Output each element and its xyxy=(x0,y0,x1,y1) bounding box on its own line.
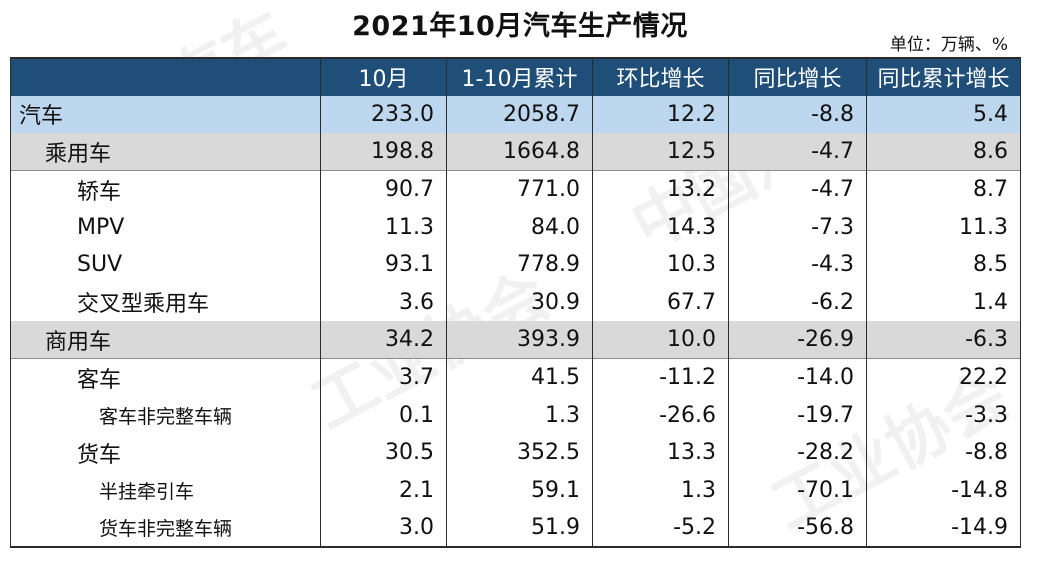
row-label: 交叉型乘用车 xyxy=(10,283,321,322)
cell-yoy: -4.7 xyxy=(728,133,867,171)
cell-mom: 10.3 xyxy=(592,245,729,284)
row-label: 客车非完整车辆 xyxy=(10,396,321,434)
cell-cumulative: 771.0 xyxy=(446,170,593,209)
cell-yoy-cum: 8.7 xyxy=(866,170,1021,209)
cell-month: 0.1 xyxy=(320,396,447,434)
cell-cumulative: 778.9 xyxy=(446,245,593,284)
cell-yoy-cum: -6.3 xyxy=(866,321,1021,359)
row-label: 轿车 xyxy=(10,170,321,209)
cell-yoy: -4.7 xyxy=(728,170,867,209)
cell-yoy: -70.1 xyxy=(728,471,867,510)
cell-yoy-cum: 22.2 xyxy=(866,358,1021,397)
cell-month: 90.7 xyxy=(320,170,447,209)
cell-cumulative: 41.5 xyxy=(446,358,593,397)
cell-cumulative: 59.1 xyxy=(446,471,593,510)
cell-cumulative: 393.9 xyxy=(446,321,593,359)
cell-mom: -11.2 xyxy=(592,358,729,397)
header-corner xyxy=(10,57,321,96)
cell-mom: 1.3 xyxy=(592,471,729,510)
cell-cumulative: 1664.8 xyxy=(446,133,593,171)
cell-yoy: -56.8 xyxy=(728,509,867,548)
cell-yoy-cum: 8.5 xyxy=(866,245,1021,284)
cell-cumulative: 352.5 xyxy=(446,433,593,472)
table-row: 轿车 90.7 771.0 13.2 -4.7 8.7 xyxy=(10,170,1021,209)
cell-month: 3.6 xyxy=(320,283,447,322)
header-mom-growth: 环比增长 xyxy=(592,57,729,96)
cell-yoy-cum: -3.3 xyxy=(866,396,1021,434)
cell-month: 30.5 xyxy=(320,433,447,472)
cell-month: 233.0 xyxy=(320,95,447,134)
table-row: 半挂牵引车 2.1 59.1 1.3 -70.1 -14.8 xyxy=(10,471,1021,510)
row-label: 半挂牵引车 xyxy=(10,471,321,510)
cell-yoy-cum: -14.8 xyxy=(866,471,1021,510)
cell-month: 3.0 xyxy=(320,509,447,548)
header-yoy-growth: 同比增长 xyxy=(728,57,867,96)
row-label: 商用车 xyxy=(10,321,321,359)
cell-yoy-cum: 5.4 xyxy=(866,95,1021,134)
cell-yoy: -4.3 xyxy=(728,245,867,284)
cell-month: 3.7 xyxy=(320,358,447,397)
header-month: 10月 xyxy=(320,57,447,96)
cell-mom: -26.6 xyxy=(592,396,729,434)
cell-mom: 13.3 xyxy=(592,433,729,472)
unit-label: 单位：万辆、% xyxy=(889,35,1008,55)
row-label: MPV xyxy=(10,208,321,246)
cell-month: 198.8 xyxy=(320,133,447,171)
header-cumulative: 1-10月累计 xyxy=(446,57,593,96)
table-row: 货车 30.5 352.5 13.3 -28.2 -8.8 xyxy=(10,433,1021,472)
cell-mom: 12.5 xyxy=(592,133,729,171)
table-header-row: 10月 1-10月累计 环比增长 同比增长 同比累计增长 xyxy=(10,57,1021,96)
table-row: 商用车 34.2 393.9 10.0 -26.9 -6.3 xyxy=(10,321,1021,359)
row-label: 货车 xyxy=(10,433,321,472)
row-label: 货车非完整车辆 xyxy=(10,509,321,548)
cell-mom: 12.2 xyxy=(592,95,729,134)
cell-yoy-cum: -14.9 xyxy=(866,509,1021,548)
cell-yoy: -14.0 xyxy=(728,358,867,397)
table-row: 汽车 233.0 2058.7 12.2 -8.8 5.4 xyxy=(10,95,1021,134)
table-row: 乘用车 198.8 1664.8 12.5 -4.7 8.6 xyxy=(10,133,1021,171)
cell-month: 11.3 xyxy=(320,208,447,246)
cell-mom: 10.0 xyxy=(592,321,729,359)
cell-cumulative: 30.9 xyxy=(446,283,593,322)
row-label: 客车 xyxy=(10,358,321,397)
cell-yoy-cum: 11.3 xyxy=(866,208,1021,246)
cell-yoy: -7.3 xyxy=(728,208,867,246)
cell-yoy: -19.7 xyxy=(728,396,867,434)
table-row: 客车 3.7 41.5 -11.2 -14.0 22.2 xyxy=(10,358,1021,397)
row-label: 乘用车 xyxy=(10,133,321,171)
header-yoy-cumulative-growth: 同比累计增长 xyxy=(866,57,1021,96)
row-label: 汽车 xyxy=(10,95,321,134)
cell-cumulative: 51.9 xyxy=(446,509,593,548)
table-row: 交叉型乘用车 3.6 30.9 67.7 -6.2 1.4 xyxy=(10,283,1021,322)
row-label: SUV xyxy=(10,245,321,284)
cell-mom: 14.3 xyxy=(592,208,729,246)
cell-yoy-cum: -8.8 xyxy=(866,433,1021,472)
cell-month: 34.2 xyxy=(320,321,447,359)
cell-yoy-cum: 1.4 xyxy=(866,283,1021,322)
cell-yoy: -8.8 xyxy=(728,95,867,134)
cell-yoy-cum: 8.6 xyxy=(866,133,1021,171)
cell-month: 93.1 xyxy=(320,245,447,284)
cell-cumulative: 1.3 xyxy=(446,396,593,434)
cell-yoy: -6.2 xyxy=(728,283,867,322)
cell-yoy: -28.2 xyxy=(728,433,867,472)
cell-mom: 13.2 xyxy=(592,170,729,209)
cell-yoy: -26.9 xyxy=(728,321,867,359)
table-row: MPV 11.3 84.0 14.3 -7.3 11.3 xyxy=(10,208,1021,246)
production-table: 10月 1-10月累计 环比增长 同比增长 同比累计增长 汽车 233.0 20… xyxy=(10,57,1021,548)
cell-mom: 67.7 xyxy=(592,283,729,322)
cell-cumulative: 84.0 xyxy=(446,208,593,246)
table-row: 货车非完整车辆 3.0 51.9 -5.2 -56.8 -14.9 xyxy=(10,509,1021,548)
page-title: 2021年10月汽车生产情况 xyxy=(352,11,688,42)
table-row: SUV 93.1 778.9 10.3 -4.3 8.5 xyxy=(10,245,1021,284)
table-row: 客车非完整车辆 0.1 1.3 -26.6 -19.7 -3.3 xyxy=(10,396,1021,434)
cell-mom: -5.2 xyxy=(592,509,729,548)
cell-cumulative: 2058.7 xyxy=(446,95,593,134)
cell-month: 2.1 xyxy=(320,471,447,510)
